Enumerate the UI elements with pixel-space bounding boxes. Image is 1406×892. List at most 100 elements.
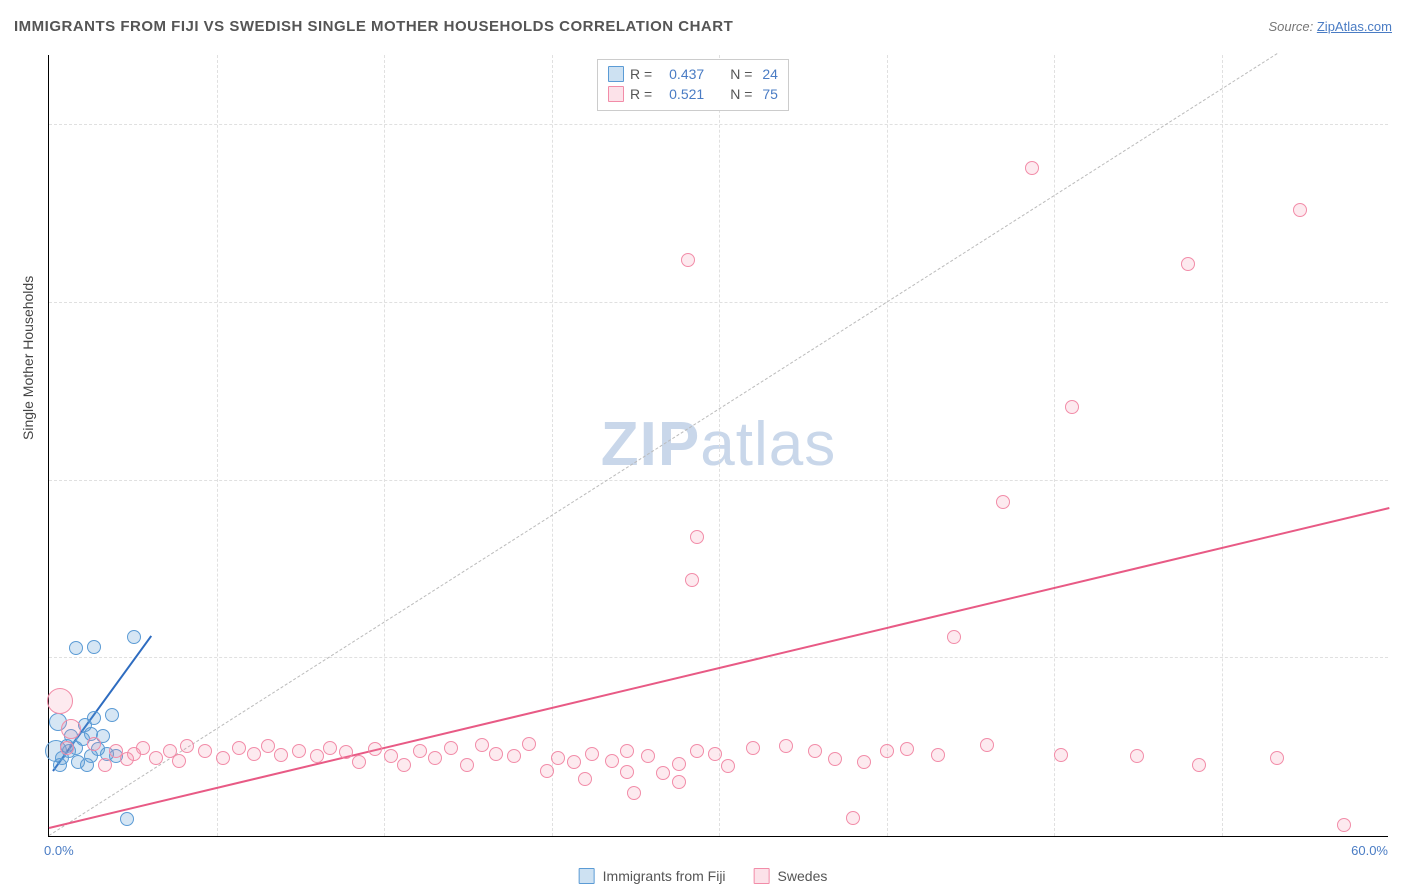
gridline-v — [1222, 55, 1223, 836]
marker-swedes — [931, 748, 945, 762]
marker-swedes — [1293, 203, 1307, 217]
marker-swedes — [368, 742, 382, 756]
square-icon — [754, 868, 770, 884]
legend-label: Swedes — [778, 868, 828, 884]
square-icon — [608, 86, 624, 102]
marker-swedes — [828, 752, 842, 766]
marker-swedes — [620, 765, 634, 779]
marker-swedes — [1337, 818, 1351, 832]
gridline-v — [887, 55, 888, 836]
marker-swedes — [605, 754, 619, 768]
marker-swedes — [507, 749, 521, 763]
marker-swedes — [149, 751, 163, 765]
marker-swedes — [846, 811, 860, 825]
marker-swedes — [489, 747, 503, 761]
marker-swedes — [397, 758, 411, 772]
marker-swedes — [690, 530, 704, 544]
legend-item-swedes: Swedes — [754, 868, 828, 884]
marker-swedes — [540, 764, 554, 778]
marker-fiji — [87, 640, 101, 654]
stats-n-value: 75 — [762, 86, 778, 102]
marker-swedes — [880, 744, 894, 758]
stats-n-label: N = — [730, 86, 752, 102]
marker-swedes — [627, 786, 641, 800]
stats-n-label: N = — [730, 66, 752, 82]
marker-fiji — [87, 711, 101, 725]
marker-fiji — [120, 812, 134, 826]
watermark-rest: atlas — [700, 410, 836, 479]
gridline-v — [719, 55, 720, 836]
marker-swedes — [585, 747, 599, 761]
marker-swedes — [641, 749, 655, 763]
marker-swedes — [428, 751, 442, 765]
marker-fiji — [53, 758, 67, 772]
chart-source: Source: ZipAtlas.com — [1268, 19, 1392, 34]
marker-swedes — [127, 747, 141, 761]
stats-n-value: 24 — [762, 66, 778, 82]
marker-swedes — [746, 741, 760, 755]
source-link[interactable]: ZipAtlas.com — [1317, 19, 1392, 34]
marker-swedes — [60, 741, 74, 755]
marker-swedes — [900, 742, 914, 756]
marker-swedes — [232, 741, 246, 755]
chart-title: IMMIGRANTS FROM FIJI VS SWEDISH SINGLE M… — [14, 18, 733, 35]
legend-label: Immigrants from Fiji — [603, 868, 726, 884]
marker-swedes — [620, 744, 634, 758]
marker-swedes — [672, 757, 686, 771]
marker-swedes — [672, 775, 686, 789]
bottom-legend: Immigrants from Fiji Swedes — [579, 868, 828, 884]
gridline-v — [1054, 55, 1055, 836]
marker-swedes — [708, 747, 722, 761]
chart-header: IMMIGRANTS FROM FIJI VS SWEDISH SINGLE M… — [14, 18, 1392, 35]
marker-swedes — [996, 495, 1010, 509]
marker-fiji — [105, 708, 119, 722]
marker-swedes — [384, 749, 398, 763]
stats-r-value: 0.521 — [658, 86, 704, 102]
marker-swedes — [1054, 748, 1068, 762]
marker-swedes — [551, 751, 565, 765]
marker-swedes — [980, 738, 994, 752]
marker-swedes — [522, 737, 536, 751]
marker-swedes — [444, 741, 458, 755]
marker-swedes — [261, 739, 275, 753]
marker-swedes — [721, 759, 735, 773]
square-icon — [608, 66, 624, 82]
y-axis-label: Single Mother Households — [20, 276, 36, 440]
stats-r-label: R = — [630, 66, 652, 82]
gridline-v — [552, 55, 553, 836]
marker-swedes — [323, 741, 337, 755]
marker-swedes — [1065, 400, 1079, 414]
watermark-bold: ZIP — [601, 410, 700, 479]
marker-swedes — [857, 755, 871, 769]
marker-swedes — [292, 744, 306, 758]
marker-swedes — [690, 744, 704, 758]
marker-swedes — [352, 755, 366, 769]
gridline-v — [384, 55, 385, 836]
plot-area: ZIPatlas 12.5%25.0%37.5%50.0%0.0%60.0%R … — [48, 55, 1388, 837]
source-label: Source: — [1268, 19, 1316, 34]
marker-swedes — [310, 749, 324, 763]
marker-swedes — [475, 738, 489, 752]
marker-swedes — [216, 751, 230, 765]
stats-r-label: R = — [630, 86, 652, 102]
identity-line — [49, 53, 1278, 836]
marker-swedes — [413, 744, 427, 758]
marker-swedes — [172, 754, 186, 768]
legend-item-fiji: Immigrants from Fiji — [579, 868, 726, 884]
stats-r-value: 0.437 — [658, 66, 704, 82]
marker-swedes — [681, 253, 695, 267]
marker-swedes — [947, 630, 961, 644]
x-tick-label: 0.0% — [44, 843, 74, 858]
square-icon — [579, 868, 595, 884]
x-tick-label: 60.0% — [1351, 843, 1388, 858]
marker-swedes — [339, 745, 353, 759]
marker-swedes — [685, 573, 699, 587]
marker-swedes — [578, 772, 592, 786]
marker-swedes — [779, 739, 793, 753]
stats-row-swedes: R = 0.521 N = 75 — [608, 84, 778, 104]
marker-swedes — [808, 744, 822, 758]
marker-swedes — [198, 744, 212, 758]
marker-swedes — [61, 719, 81, 739]
marker-fiji — [127, 630, 141, 644]
marker-swedes — [247, 747, 261, 761]
